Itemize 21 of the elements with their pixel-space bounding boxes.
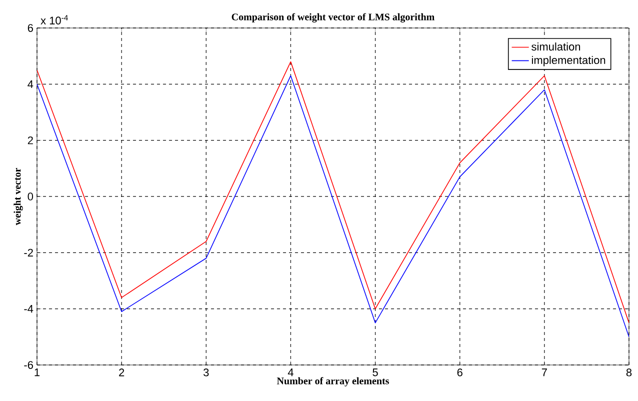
- y-axis-title: weight vector: [14, 168, 23, 226]
- y-tick-label: 0: [28, 192, 34, 200]
- x-tick-label: 8: [626, 368, 632, 376]
- y-tick-label: 2: [28, 136, 33, 144]
- legend-label: simulation: [532, 42, 580, 51]
- y-tick-label: -4: [24, 305, 34, 313]
- x-tick-label: 6: [457, 368, 462, 376]
- text: x 10$^{-4}$: [40, 15, 68, 24]
- y-tick-label: -6: [24, 361, 33, 369]
- x-tick-label: 1: [34, 368, 40, 376]
- y-tick-label: 6: [28, 24, 33, 32]
- x-tick-label: 4: [288, 368, 294, 376]
- x-axis-title: Number of array elements: [276, 377, 389, 386]
- x-tick-label: 7: [542, 368, 547, 376]
- legend-label: implementation: [532, 56, 606, 66]
- y-tick-label: -2: [24, 248, 33, 256]
- x-tick-label: 5: [372, 368, 378, 376]
- chart-title: Comparison of weight vector of LMS algorithm: [232, 13, 434, 22]
- x-tick-label: 2: [119, 368, 124, 376]
- y-tick-label: 4: [28, 80, 34, 88]
- x-tick-label: 3: [204, 368, 209, 376]
